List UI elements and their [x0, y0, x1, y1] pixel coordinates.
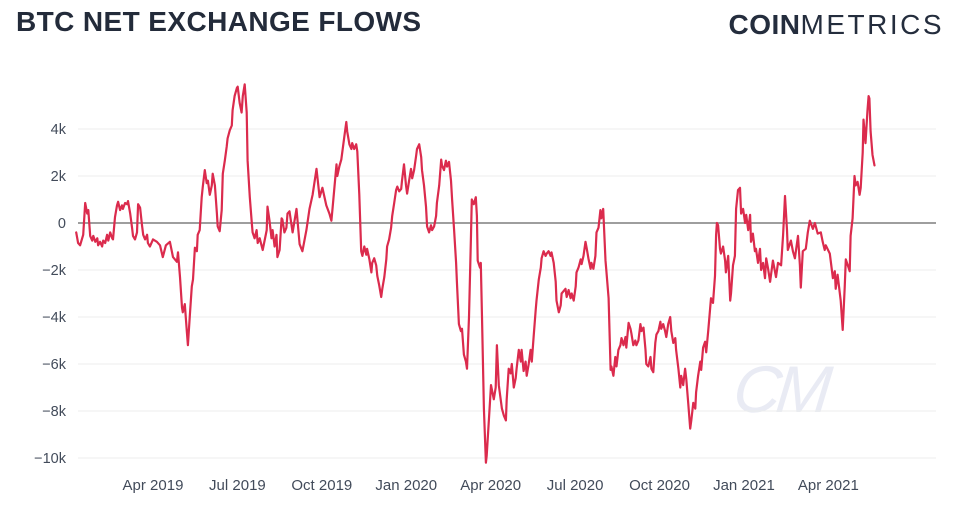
x-tick-label: Jul 2019 — [209, 477, 266, 494]
y-tick-label: 4k — [51, 122, 67, 138]
y-tick-label: 0 — [58, 216, 66, 232]
x-tick-label: Oct 2019 — [291, 477, 352, 494]
x-tick-label: Jul 2020 — [547, 477, 604, 494]
header: BTC NET EXCHANGE FLOWS COINMETRICS — [0, 0, 960, 52]
x-tick-label: Jan 2021 — [713, 477, 775, 494]
x-tick-label: Apr 2021 — [798, 477, 859, 494]
x-tick-label: Apr 2020 — [460, 477, 521, 494]
flows-line — [75, 83, 876, 464]
logo-metrics-text: METRICS — [800, 9, 944, 40]
y-tick-label: −8k — [42, 404, 67, 420]
logo-coin-text: COIN — [728, 9, 801, 40]
x-tick-label: Jan 2020 — [375, 477, 437, 494]
y-tick-label: −2k — [42, 263, 67, 279]
y-tick-label: −6k — [42, 357, 67, 373]
x-tick-label: Apr 2019 — [123, 477, 184, 494]
x-tick-label: Oct 2020 — [629, 477, 690, 494]
y-tick-label: −10k — [34, 451, 67, 467]
coinmetrics-logo: COINMETRICS — [729, 9, 945, 41]
page-title: BTC NET EXCHANGE FLOWS — [16, 6, 422, 37]
y-tick-label: −4k — [42, 310, 67, 326]
y-tick-label: 2k — [51, 169, 67, 185]
